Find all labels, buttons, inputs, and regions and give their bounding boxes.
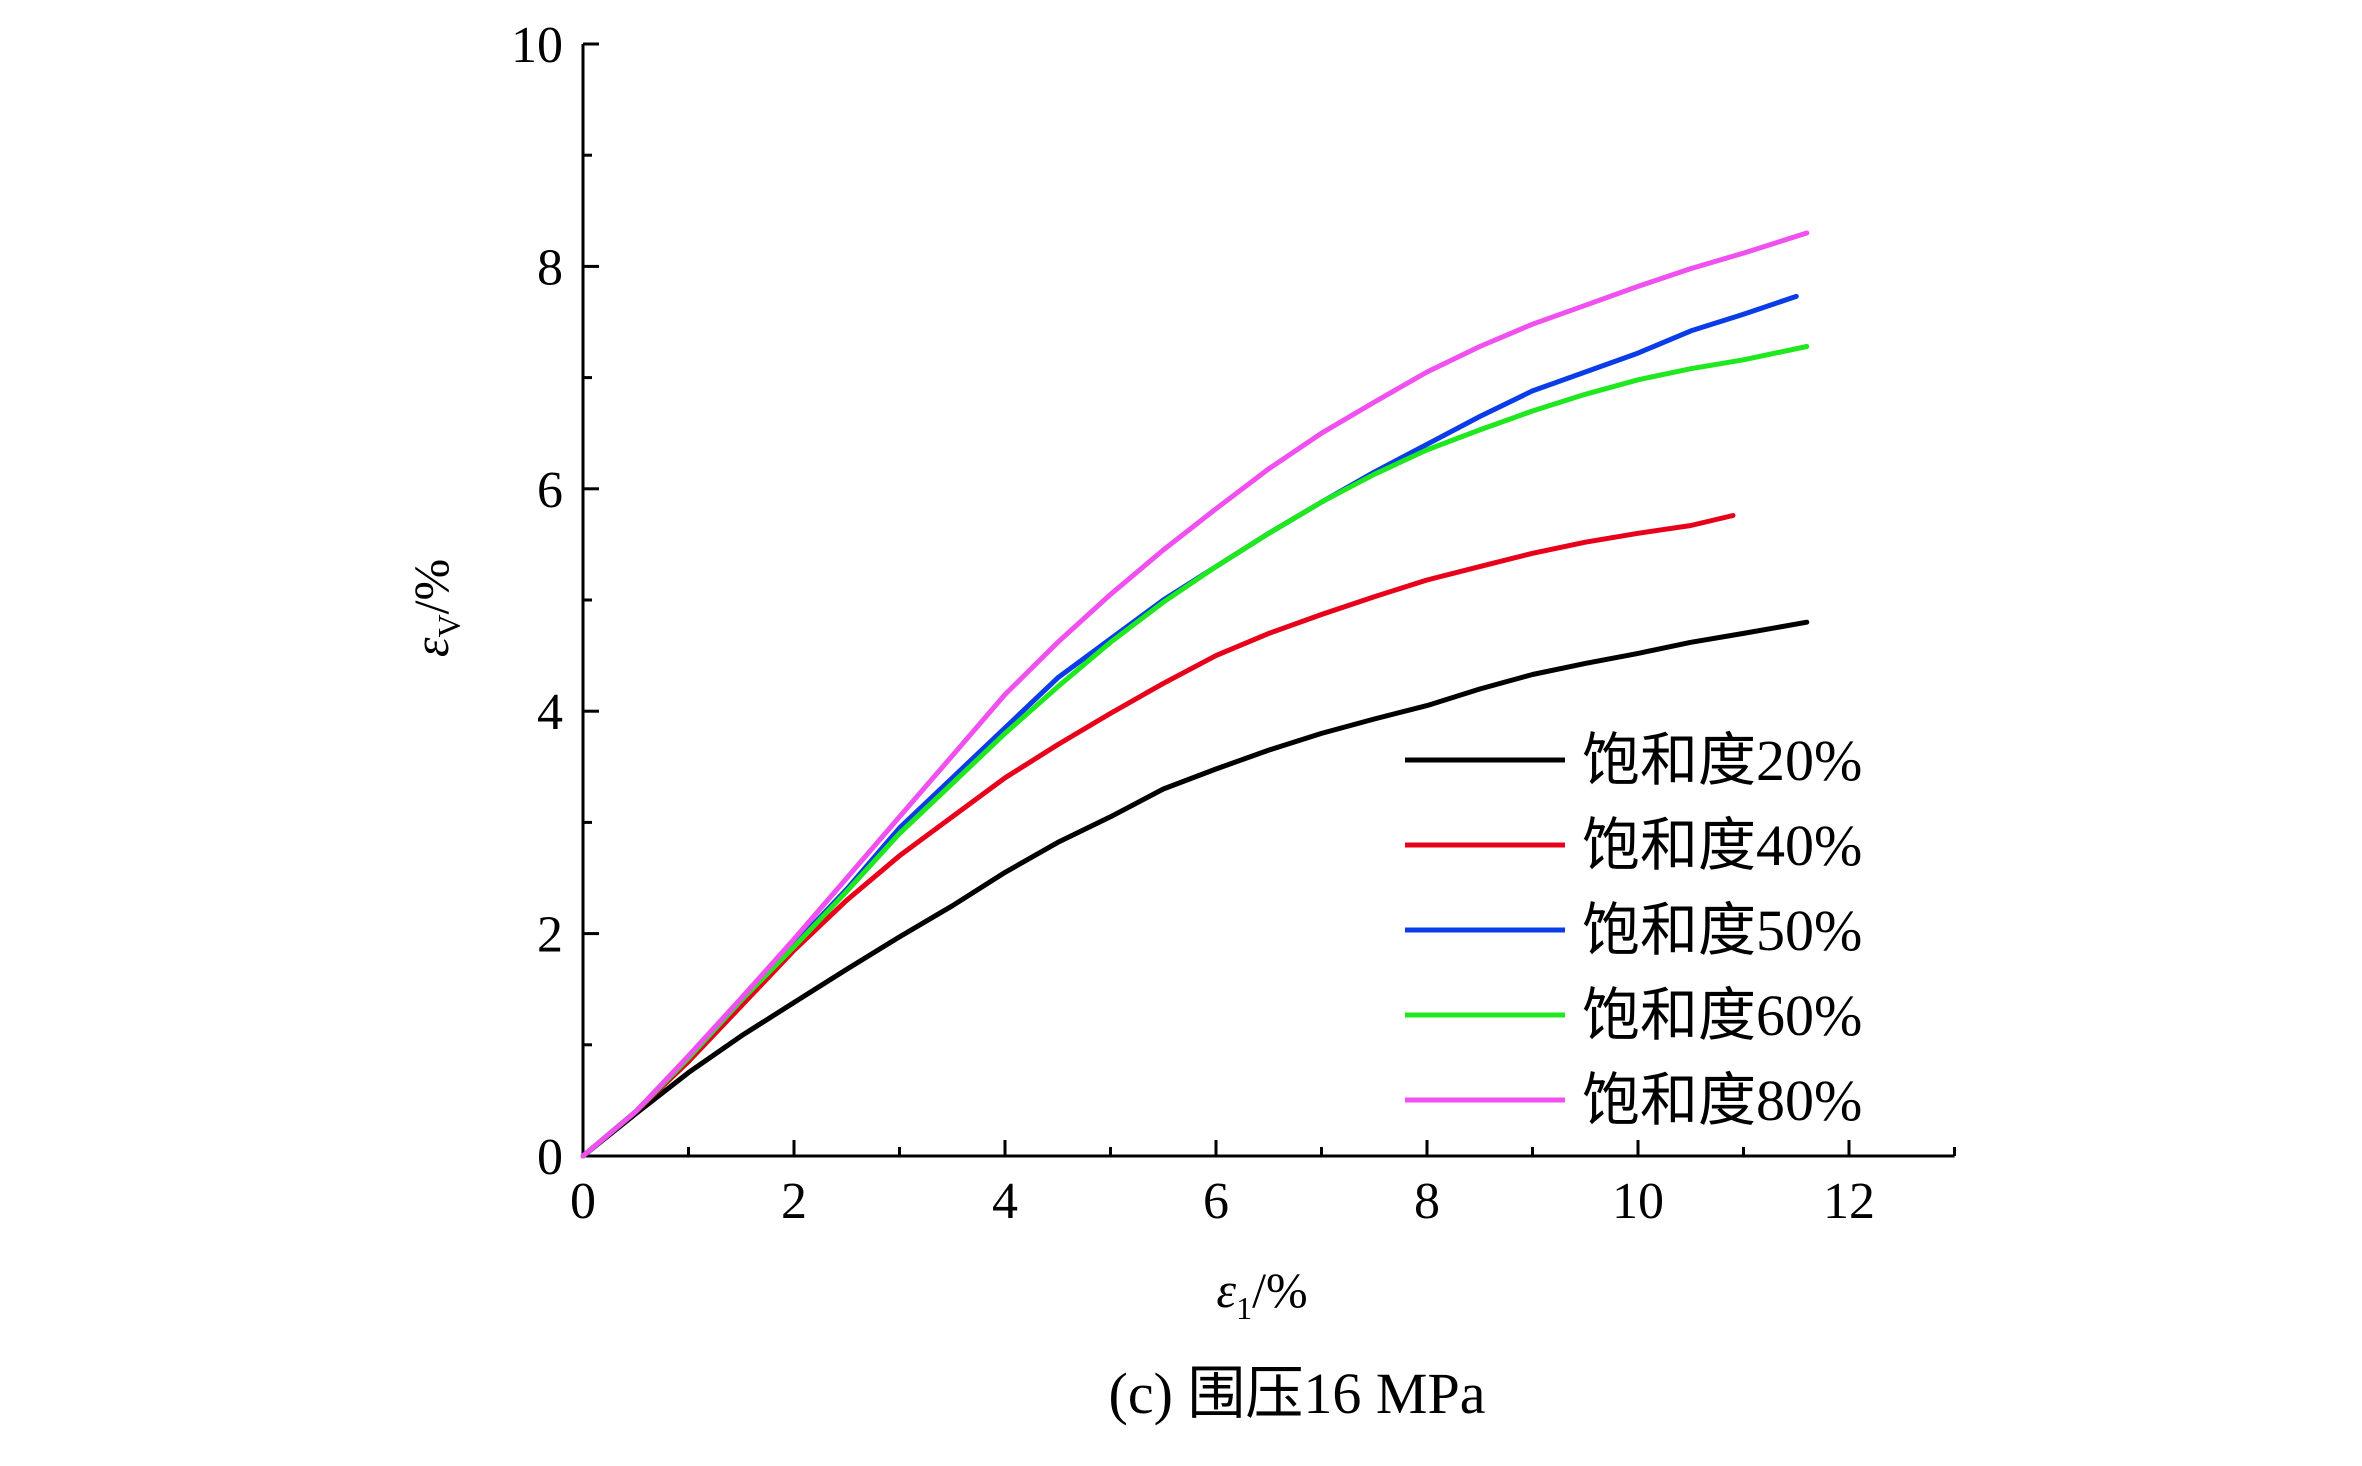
y-axis-label: εV/% bbox=[403, 559, 467, 657]
x-tick-label: 0 bbox=[570, 1173, 596, 1230]
x-tick-label: 2 bbox=[781, 1173, 807, 1230]
y-tick-label: 10 bbox=[511, 17, 563, 74]
series-line-4 bbox=[580, 344, 1810, 1159]
legend-label: 饱和度60% bbox=[1582, 983, 1862, 1048]
y-tick-label: 8 bbox=[537, 239, 563, 296]
y-tick-label: 0 bbox=[537, 1129, 563, 1186]
x-axis-label: ε1/% bbox=[1216, 1262, 1307, 1326]
x-tick-label: 8 bbox=[1414, 1173, 1440, 1230]
x-tick-label: 10 bbox=[1612, 1173, 1664, 1230]
legend-label: 饱和度50% bbox=[1582, 898, 1862, 963]
y-ticks: 0 2 4 6 8 10 bbox=[511, 17, 599, 1186]
x-axis-label-subscript: 1 bbox=[1236, 1290, 1252, 1326]
y-tick-label: 4 bbox=[537, 684, 563, 741]
y-tick-label: 6 bbox=[537, 462, 563, 519]
chart-caption: (c) 围压16 MPa bbox=[1109, 1361, 1486, 1426]
legend: 饱和度20% 饱和度40% 饱和度50% 饱和度60% 饱和度80% bbox=[1405, 728, 1862, 1133]
series-line-2 bbox=[580, 513, 1736, 1159]
legend-label: 饱和度80% bbox=[1582, 1068, 1862, 1133]
legend-label: 饱和度20% bbox=[1582, 728, 1862, 793]
x-ticks: 0 2 4 6 8 10 12 bbox=[570, 1140, 1956, 1230]
x-tick-label: 4 bbox=[992, 1173, 1018, 1230]
x-axis-label-unit: /% bbox=[1252, 1262, 1308, 1318]
y-tick-label: 2 bbox=[537, 907, 563, 964]
series-line-1 bbox=[580, 619, 1810, 1159]
y-axis-label-symbol: ε bbox=[403, 637, 459, 657]
y-axis-label-subscript: V bbox=[431, 614, 467, 637]
series-lines bbox=[580, 230, 1810, 1159]
series-line-5 bbox=[580, 230, 1810, 1159]
legend-label: 饱和度40% bbox=[1582, 813, 1862, 878]
x-tick-label: 6 bbox=[1203, 1173, 1229, 1230]
y-axis-label-unit: /% bbox=[403, 559, 459, 615]
x-axis-label-symbol: ε bbox=[1216, 1262, 1236, 1318]
x-tick-label: 12 bbox=[1823, 1173, 1875, 1230]
